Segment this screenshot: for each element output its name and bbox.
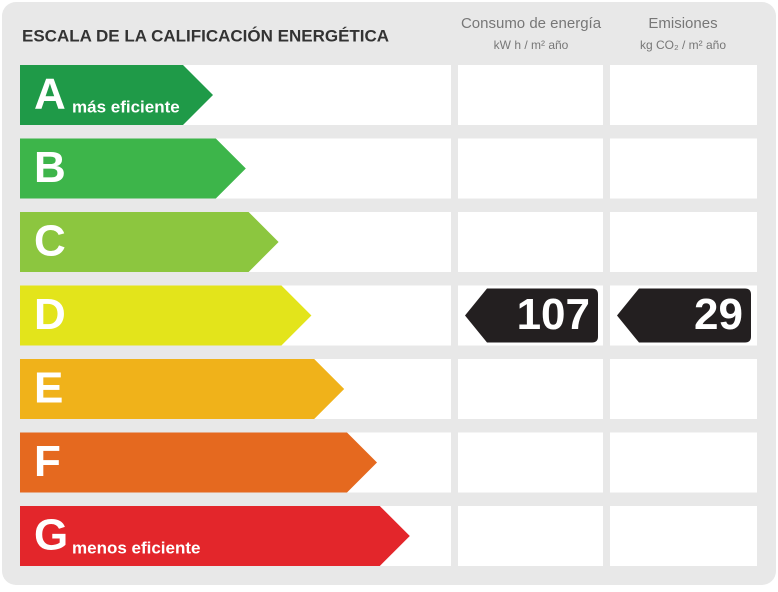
rating-arrow: [20, 65, 213, 125]
rating-arrow: [20, 285, 312, 346]
value-cell: [458, 138, 603, 199]
value-cell: [458, 432, 603, 493]
rating-letter: A: [34, 70, 66, 119]
value-cell: [458, 212, 603, 272]
value: 29: [694, 290, 743, 339]
rating-label: menos eficiente: [72, 538, 201, 557]
value-cell: [458, 65, 603, 125]
rating-letter: B: [34, 143, 66, 192]
column-unit: kW h / m² año: [494, 38, 569, 52]
rating-letter: E: [34, 364, 63, 413]
column-unit: kg CO₂ / m² año: [640, 38, 726, 52]
rating-arrow: [20, 138, 246, 199]
column-title: Emisiones: [648, 15, 717, 32]
value-cell: [610, 212, 757, 272]
value: 107: [517, 290, 590, 339]
rating-letter: D: [34, 290, 66, 339]
value-badge: [617, 288, 751, 343]
value-cell: [610, 506, 757, 566]
rating-letter: C: [34, 217, 66, 266]
value-cell: [458, 359, 603, 419]
rating-arrow: [20, 212, 279, 272]
value-cell: [458, 506, 603, 566]
title: ESCALA DE LA CALIFICACIÓN ENERGÉTICA: [22, 26, 389, 45]
rating-arrow: [20, 359, 345, 419]
rating-arrow: [20, 506, 410, 566]
rating-label: más eficiente: [72, 97, 180, 116]
rating-letter: G: [34, 511, 68, 560]
value-cell: [610, 432, 757, 493]
value-badge: [465, 288, 598, 343]
value-cell: [610, 138, 757, 199]
value-cell: [610, 65, 757, 125]
column-title: Consumo de energía: [461, 15, 602, 32]
rating-letter: F: [34, 437, 61, 486]
rating-arrow: [20, 432, 377, 493]
value-cell: [610, 359, 757, 419]
